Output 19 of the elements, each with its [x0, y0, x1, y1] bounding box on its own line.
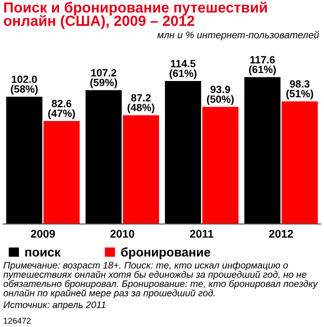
x-tick-label: 2012 [269, 230, 293, 238]
data-label: 114.5 (61%) [170, 60, 196, 80]
text: Примечание: возраст 18+. Поиск: те, кто искал информацию о путешествиях онлайн хотя бы единожды за прошедший год, но не обязательно бронировал. Бронирование: те, кто бронировал поездку онлайн по крайней мере раз за прошедший год. [3, 262, 318, 298]
legend-label: поиск [25, 250, 61, 257]
data-label: 107.2 (59%) [90, 69, 118, 88]
chart-subtitle: млн и % интернет-пользователей [157, 31, 319, 40]
chart-title: Поиск и бронирование путешествий онлайн (США), 2009 – 2012 [4, 2, 267, 29]
legend-label: бронирование [121, 247, 210, 260]
x-tick-label: 2011 [190, 230, 214, 238]
data-label: 117.6 (61%) [249, 56, 276, 76]
data-label: 102.0 (58%) [10, 76, 38, 95]
text: 126472 [4, 318, 31, 324]
data-label: 98.3 (51%) [286, 80, 314, 100]
data-label: 93.9 (50%) [206, 86, 234, 105]
data-label: 87.2 (48%) [128, 94, 154, 114]
data-label: 82.6 (47%) [48, 100, 75, 120]
x-tick-label: 2009 [30, 230, 55, 238]
text: Источник: апрель 2011 [4, 301, 106, 310]
x-tick-label: 2010 [110, 230, 134, 238]
